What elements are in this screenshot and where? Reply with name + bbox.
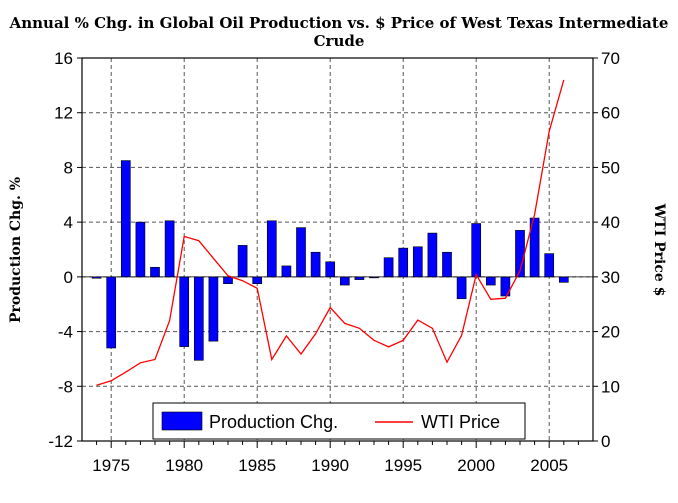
- bar-1988: [296, 227, 306, 278]
- y-left-tick-label: 16: [54, 49, 73, 68]
- y-left-tick-label: 4: [64, 213, 73, 232]
- bar-2001: [485, 276, 496, 286]
- x-tick-label: 2000: [457, 456, 495, 475]
- x-tick-label: 1985: [238, 456, 276, 475]
- bar-1982: [208, 276, 219, 342]
- bar-1990: [325, 261, 336, 278]
- y-right-tick-label: 30: [601, 268, 620, 287]
- bar-1984: [237, 245, 248, 278]
- bar-1996: [412, 246, 423, 278]
- legend-swatch-bar: [161, 411, 203, 431]
- bar-1986: [266, 220, 277, 278]
- bar-1981: [193, 276, 204, 361]
- y-left-label: Production Chg. %: [8, 177, 24, 323]
- bar-2000: [471, 223, 482, 278]
- bar-1999: [456, 276, 467, 300]
- y-left-tick-label: -8: [58, 377, 73, 396]
- y-left-tick-label: 8: [64, 158, 73, 177]
- wti-line: [96, 79, 565, 386]
- x-tick-label: 1990: [311, 456, 349, 475]
- bar-1995: [398, 247, 409, 278]
- y-right-tick-label: 20: [601, 323, 620, 342]
- bar-1992: [354, 276, 365, 280]
- bar-1998: [442, 251, 452, 278]
- x-tick-label: 2005: [530, 456, 568, 475]
- y-right-tick-label: 60: [601, 104, 620, 123]
- y-right-label: WTI Price $: [651, 203, 667, 297]
- legend-label-wti: WTI Price: [421, 412, 500, 432]
- y-left-tick-label: 0: [64, 268, 73, 287]
- bar-2006: [558, 276, 569, 283]
- y-left-tick-label: -12: [48, 432, 73, 451]
- y-right-tick-label: 50: [601, 158, 620, 177]
- x-tick-label: 1980: [165, 456, 203, 475]
- bar-1994: [383, 257, 394, 278]
- bar-1978: [150, 266, 160, 278]
- bar-1979: [164, 220, 175, 278]
- bar-1991: [339, 276, 350, 286]
- y-right-tick-label: 0: [601, 432, 610, 451]
- plot-frame: [81, 57, 594, 442]
- bar-1977: [135, 221, 146, 278]
- chart-title: Annual % Chg. in Global Oil Production v…: [9, 14, 669, 50]
- x-tick-label: 1995: [384, 456, 422, 475]
- bar-1987: [281, 265, 292, 278]
- legend-label-production: Production Chg.: [209, 412, 338, 432]
- y-right-tick-label: 70: [601, 49, 620, 68]
- y-right-tick-label: 40: [601, 213, 620, 232]
- legend-box: [152, 402, 526, 440]
- bar-1976: [120, 160, 131, 278]
- y-right-tick-label: 10: [601, 377, 620, 396]
- bar-1975: [106, 276, 117, 349]
- bar-1980: [179, 276, 190, 347]
- x-tick-label: 1975: [92, 456, 130, 475]
- bar-1989: [310, 251, 321, 278]
- bar-2005: [544, 253, 555, 278]
- bar-1985: [252, 276, 263, 284]
- y-left-tick-label: 12: [54, 104, 73, 123]
- bar-1983: [223, 276, 233, 284]
- bar-1997: [427, 232, 438, 278]
- y-left-tick-label: -4: [58, 323, 73, 342]
